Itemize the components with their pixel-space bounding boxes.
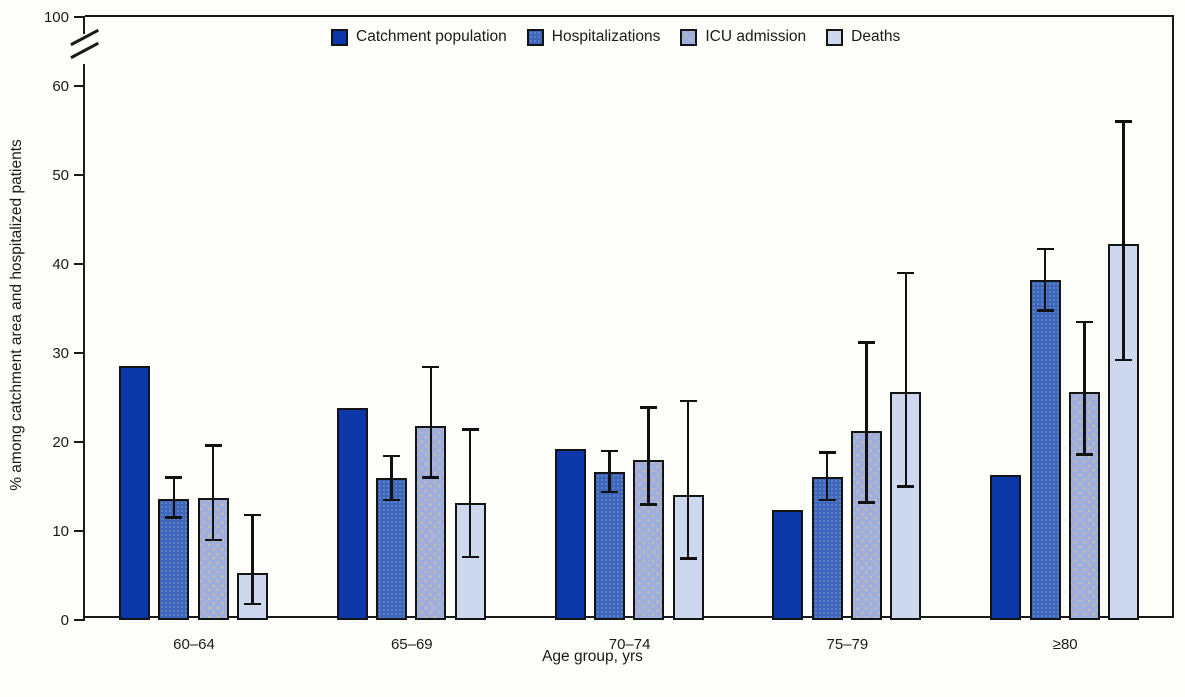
legend-item-deaths: Deaths	[826, 28, 900, 46]
error-bar-cap-lower	[1075, 453, 1093, 456]
error-bar-cap-lower	[204, 538, 222, 542]
error-bar-line	[1083, 321, 1086, 455]
error-bar-cap-lower	[1036, 309, 1054, 312]
error-bar-cap-lower	[383, 498, 401, 502]
error-bar-cap-upper	[165, 476, 183, 479]
x-category-label-60-64: 60–64	[173, 636, 215, 653]
y-axis-spine-upper	[83, 17, 85, 34]
error-bar-cap-upper	[461, 428, 479, 431]
y-tick	[74, 352, 85, 354]
x-category-label-70-74: 70–74	[608, 636, 651, 653]
legend-label: ICU admission	[705, 28, 807, 45]
error-bar-cap-upper	[818, 451, 836, 454]
bar-hospitalizations-75-79	[811, 476, 843, 620]
error-bar-line	[608, 450, 611, 492]
error-bar-cap-lower	[165, 516, 183, 519]
x-category-label-75-79: 75–79	[826, 636, 869, 653]
error-bar-cap-upper	[897, 271, 915, 275]
bar-catchment-population-70-74	[554, 449, 586, 620]
bar-catchment-population-80	[990, 474, 1022, 620]
error-bar-line	[1043, 248, 1047, 311]
x-category-label-80: ≥80	[1052, 636, 1078, 653]
legend-item-hospitalizations: Hospitalizations	[526, 28, 661, 46]
error-bar-line	[251, 514, 254, 604]
legend-swatch-deaths	[826, 28, 844, 46]
error-bar-cap-upper	[1075, 320, 1093, 324]
error-bar-cap-upper	[1036, 247, 1054, 251]
error-bar-line	[904, 272, 908, 487]
y-axis-spine-lower	[83, 64, 85, 620]
legend-swatch-icu-admission	[680, 28, 698, 46]
error-bar-line	[825, 452, 829, 500]
y-tick	[74, 174, 85, 176]
error-bar-line	[647, 407, 650, 505]
legend-swatch-catchment-population	[331, 28, 348, 46]
y-tick-label: 30	[52, 345, 69, 363]
y-tick-label: 10	[52, 523, 69, 541]
error-bar-cap-upper	[422, 365, 440, 369]
error-bar-cap-upper	[243, 513, 261, 517]
error-bar-cap-upper	[858, 341, 875, 344]
legend-item-catchment-population: Catchment population	[331, 28, 507, 46]
error-bar-cap-lower	[600, 490, 618, 494]
error-bar-line	[390, 456, 393, 500]
error-bar-cap-lower	[640, 503, 658, 506]
x-category-label-65-69: 65–69	[390, 636, 433, 653]
error-bar-line	[1122, 121, 1125, 361]
y-tick-label: 40	[52, 256, 69, 274]
bar-hospitalizations-60-64	[158, 498, 190, 620]
y-tick-label: 60	[52, 78, 69, 96]
y-tick	[74, 530, 85, 532]
legend-item-icu-admission: ICU admission	[680, 28, 806, 46]
error-bar-cap-lower	[818, 498, 836, 502]
error-bar-cap-lower	[679, 557, 697, 560]
error-bar-cap-lower	[897, 485, 915, 488]
legend: Catchment population Hospitalizations IC…	[331, 28, 900, 46]
bar-catchment-population-75-79	[772, 509, 804, 620]
error-bar-cap-upper	[640, 406, 658, 409]
bar-deaths-75-79	[890, 392, 922, 620]
error-bar-line	[172, 477, 176, 518]
legend-label: Deaths	[851, 28, 901, 45]
y-tick	[74, 263, 85, 265]
error-bar-cap-lower	[243, 602, 261, 606]
error-bar-line	[429, 367, 433, 478]
error-bar-cap-upper	[1115, 120, 1133, 123]
y-tick-label: 100	[43, 9, 69, 27]
axis-break-slash-icon	[70, 41, 99, 59]
error-bar-cap-lower	[422, 476, 440, 479]
legend-label: Hospitalizations	[551, 28, 661, 45]
bar-hospitalizations-80	[1029, 280, 1061, 620]
y-tick	[74, 441, 85, 443]
error-bar-cap-lower	[1115, 358, 1133, 362]
error-bar-cap-upper	[679, 399, 697, 403]
bar-icu-admission-80	[1068, 392, 1100, 620]
legend-swatch-hospitalizations	[526, 28, 544, 46]
y-tick-label: 50	[52, 167, 69, 185]
bar-hospitalizations-70-74	[593, 472, 625, 620]
y-tick	[74, 85, 85, 87]
error-bar-line	[686, 401, 690, 559]
error-bar-cap-upper	[600, 449, 618, 453]
error-bar-cap-lower	[461, 555, 479, 559]
y-tick	[74, 16, 85, 18]
y-axis-title: % among catchment area and hospitalized …	[8, 139, 25, 491]
y-tick	[74, 619, 85, 621]
bar-catchment-population-65-69	[336, 408, 368, 620]
legend-label: Catchment population	[356, 28, 507, 45]
plot-area: Catchment population Hospitalizations IC…	[44, 10, 1174, 653]
y-tick-label: 0	[60, 612, 69, 630]
x-axis-title: Age group, yrs	[542, 648, 643, 665]
error-bar-line	[865, 342, 868, 503]
error-bar-cap-upper	[204, 444, 222, 447]
error-bar-cap-lower	[858, 501, 875, 504]
error-bar-line	[468, 429, 472, 557]
error-bar-line	[211, 445, 215, 540]
error-bar-cap-upper	[383, 454, 401, 458]
bar-hospitalizations-65-69	[376, 478, 408, 620]
y-tick-label: 20	[52, 434, 69, 452]
bar-catchment-population-60-64	[119, 366, 150, 620]
